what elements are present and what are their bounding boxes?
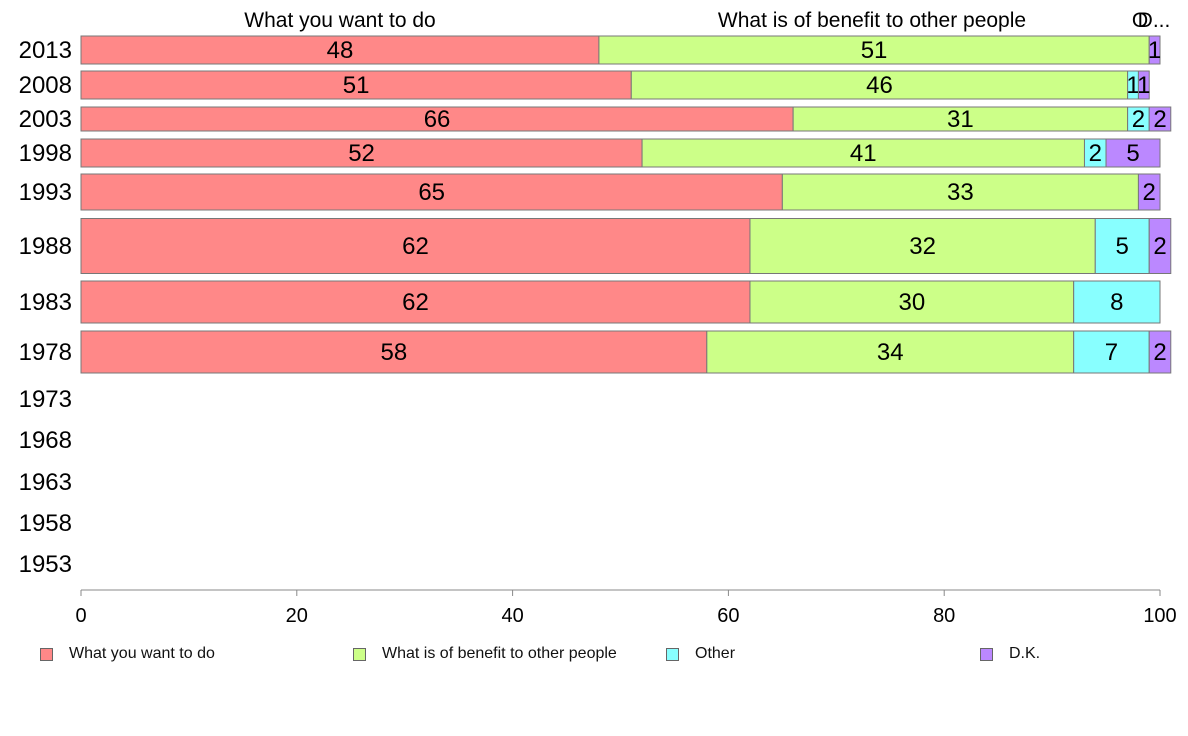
bar-segment	[1073, 330, 1150, 374]
bar-value-label: 2	[1143, 179, 1156, 206]
bar-segment	[80, 106, 794, 132]
bar-segment	[706, 330, 1075, 374]
bar-segment	[749, 218, 1096, 274]
y-tick-label: 1998	[19, 140, 72, 167]
x-tick-label: 20	[286, 605, 308, 627]
x-tick-label: 100	[1143, 605, 1176, 627]
y-tick-label: 1988	[19, 233, 72, 260]
bar-value-label: 62	[402, 233, 429, 260]
bar-segment	[80, 173, 783, 211]
bar-value-label: 5	[1116, 233, 1129, 260]
legend-swatch	[666, 647, 679, 661]
legend-swatch	[353, 647, 366, 661]
bar-value-label: 30	[898, 289, 925, 316]
x-axis: 0 20 40 60 80 100	[75, 589, 1177, 627]
legend-label: What you want to do	[69, 645, 215, 662]
legend: What you want to do What is of benefit t…	[0, 645, 1188, 669]
bar-segment	[80, 70, 632, 100]
y-tick-label: 1968	[19, 427, 72, 454]
y-tick-label: 1983	[19, 289, 72, 316]
bar-segment	[1094, 218, 1150, 274]
y-tick-label: 2013	[19, 37, 72, 64]
bar-value-label: 34	[877, 339, 904, 366]
bar-value-label: 2	[1132, 106, 1145, 133]
bar-value-label: 41	[850, 140, 877, 167]
y-tick-label: 1973	[19, 386, 72, 413]
top-series-label: D...	[1138, 9, 1171, 32]
bar-value-label: 5	[1126, 140, 1139, 167]
bar-value-label: 2	[1153, 339, 1166, 366]
top-series-label: What you want to do	[244, 9, 435, 32]
bar-value-label: 65	[418, 179, 445, 206]
bar-segment	[630, 70, 1129, 100]
y-tick-label: 2008	[19, 72, 72, 99]
bar-segment	[1105, 138, 1161, 168]
bar-segment	[598, 35, 1150, 65]
y-tick-label: 1993	[19, 179, 72, 206]
bar-value-label: 51	[861, 37, 888, 64]
x-tick-label: 60	[717, 605, 739, 627]
legend-item: What you want to do	[40, 645, 215, 663]
bar-value-label: 46	[866, 72, 893, 99]
legend-item: Other	[666, 645, 735, 663]
bar-value-label: 1	[1148, 37, 1161, 64]
bar-segment	[80, 138, 643, 168]
legend-item: What is of benefit to other people	[353, 645, 617, 663]
bar-segment	[1148, 35, 1161, 65]
legend-swatch	[980, 647, 993, 661]
y-tick-label: 1963	[19, 469, 72, 496]
y-axis-labels: 2013 2008 2003 1998 1993 1988 1983 1978 1973 1968…	[19, 37, 72, 578]
bar-value-label: 33	[947, 179, 974, 206]
bar-value-label: 2	[1153, 106, 1166, 133]
bar-segment	[1137, 173, 1161, 211]
bar-value-label: 2	[1089, 140, 1102, 167]
x-tick-label: 0	[75, 605, 86, 627]
x-tick-label: 80	[933, 605, 955, 627]
bar-segment	[641, 138, 1085, 168]
y-tick-label: 1978	[19, 339, 72, 366]
bar-segment	[1137, 70, 1150, 100]
bar-value-label: 66	[424, 106, 451, 133]
legend-label: D.K.	[1009, 645, 1041, 662]
chart: What you want to do What is of benefit to…	[19, 9, 1177, 627]
legend-label: Other	[695, 645, 736, 662]
bar-segment	[1148, 106, 1172, 132]
bar-value-label: 32	[909, 233, 936, 260]
top-series-label: What is of benefit to other people	[718, 9, 1026, 32]
bar-value-label: 1	[1126, 72, 1139, 99]
legend-label: What is of benefit to other people	[382, 645, 617, 662]
bar-value-label: 2	[1153, 233, 1166, 260]
y-tick-label: 1953	[19, 551, 72, 578]
bar-value-label: 48	[327, 37, 354, 64]
bar-segment	[1148, 218, 1172, 274]
bar-value-label: 1	[1137, 72, 1150, 99]
bar-value-label: 7	[1105, 339, 1118, 366]
top-series-labels: What you want to do What is of benefit to…	[244, 9, 1170, 32]
bar-value-label: 62	[402, 289, 429, 316]
bar-segment	[80, 218, 751, 274]
legend-swatch	[40, 647, 53, 661]
y-tick-label: 2003	[19, 106, 72, 133]
bar-value-label: 8	[1110, 289, 1123, 316]
bar-segment	[1073, 280, 1161, 324]
bar-segment	[1148, 330, 1172, 374]
legend-item: D.K.	[980, 645, 1040, 663]
bar-value-label: 58	[381, 339, 408, 366]
top-series-label: O	[1132, 9, 1148, 32]
x-tick-label: 40	[501, 605, 523, 627]
bar-value-label: 52	[348, 140, 375, 167]
bar-value-label: 31	[947, 106, 974, 133]
y-tick-label: 1958	[19, 510, 72, 537]
bar-value-label: 51	[343, 72, 370, 99]
